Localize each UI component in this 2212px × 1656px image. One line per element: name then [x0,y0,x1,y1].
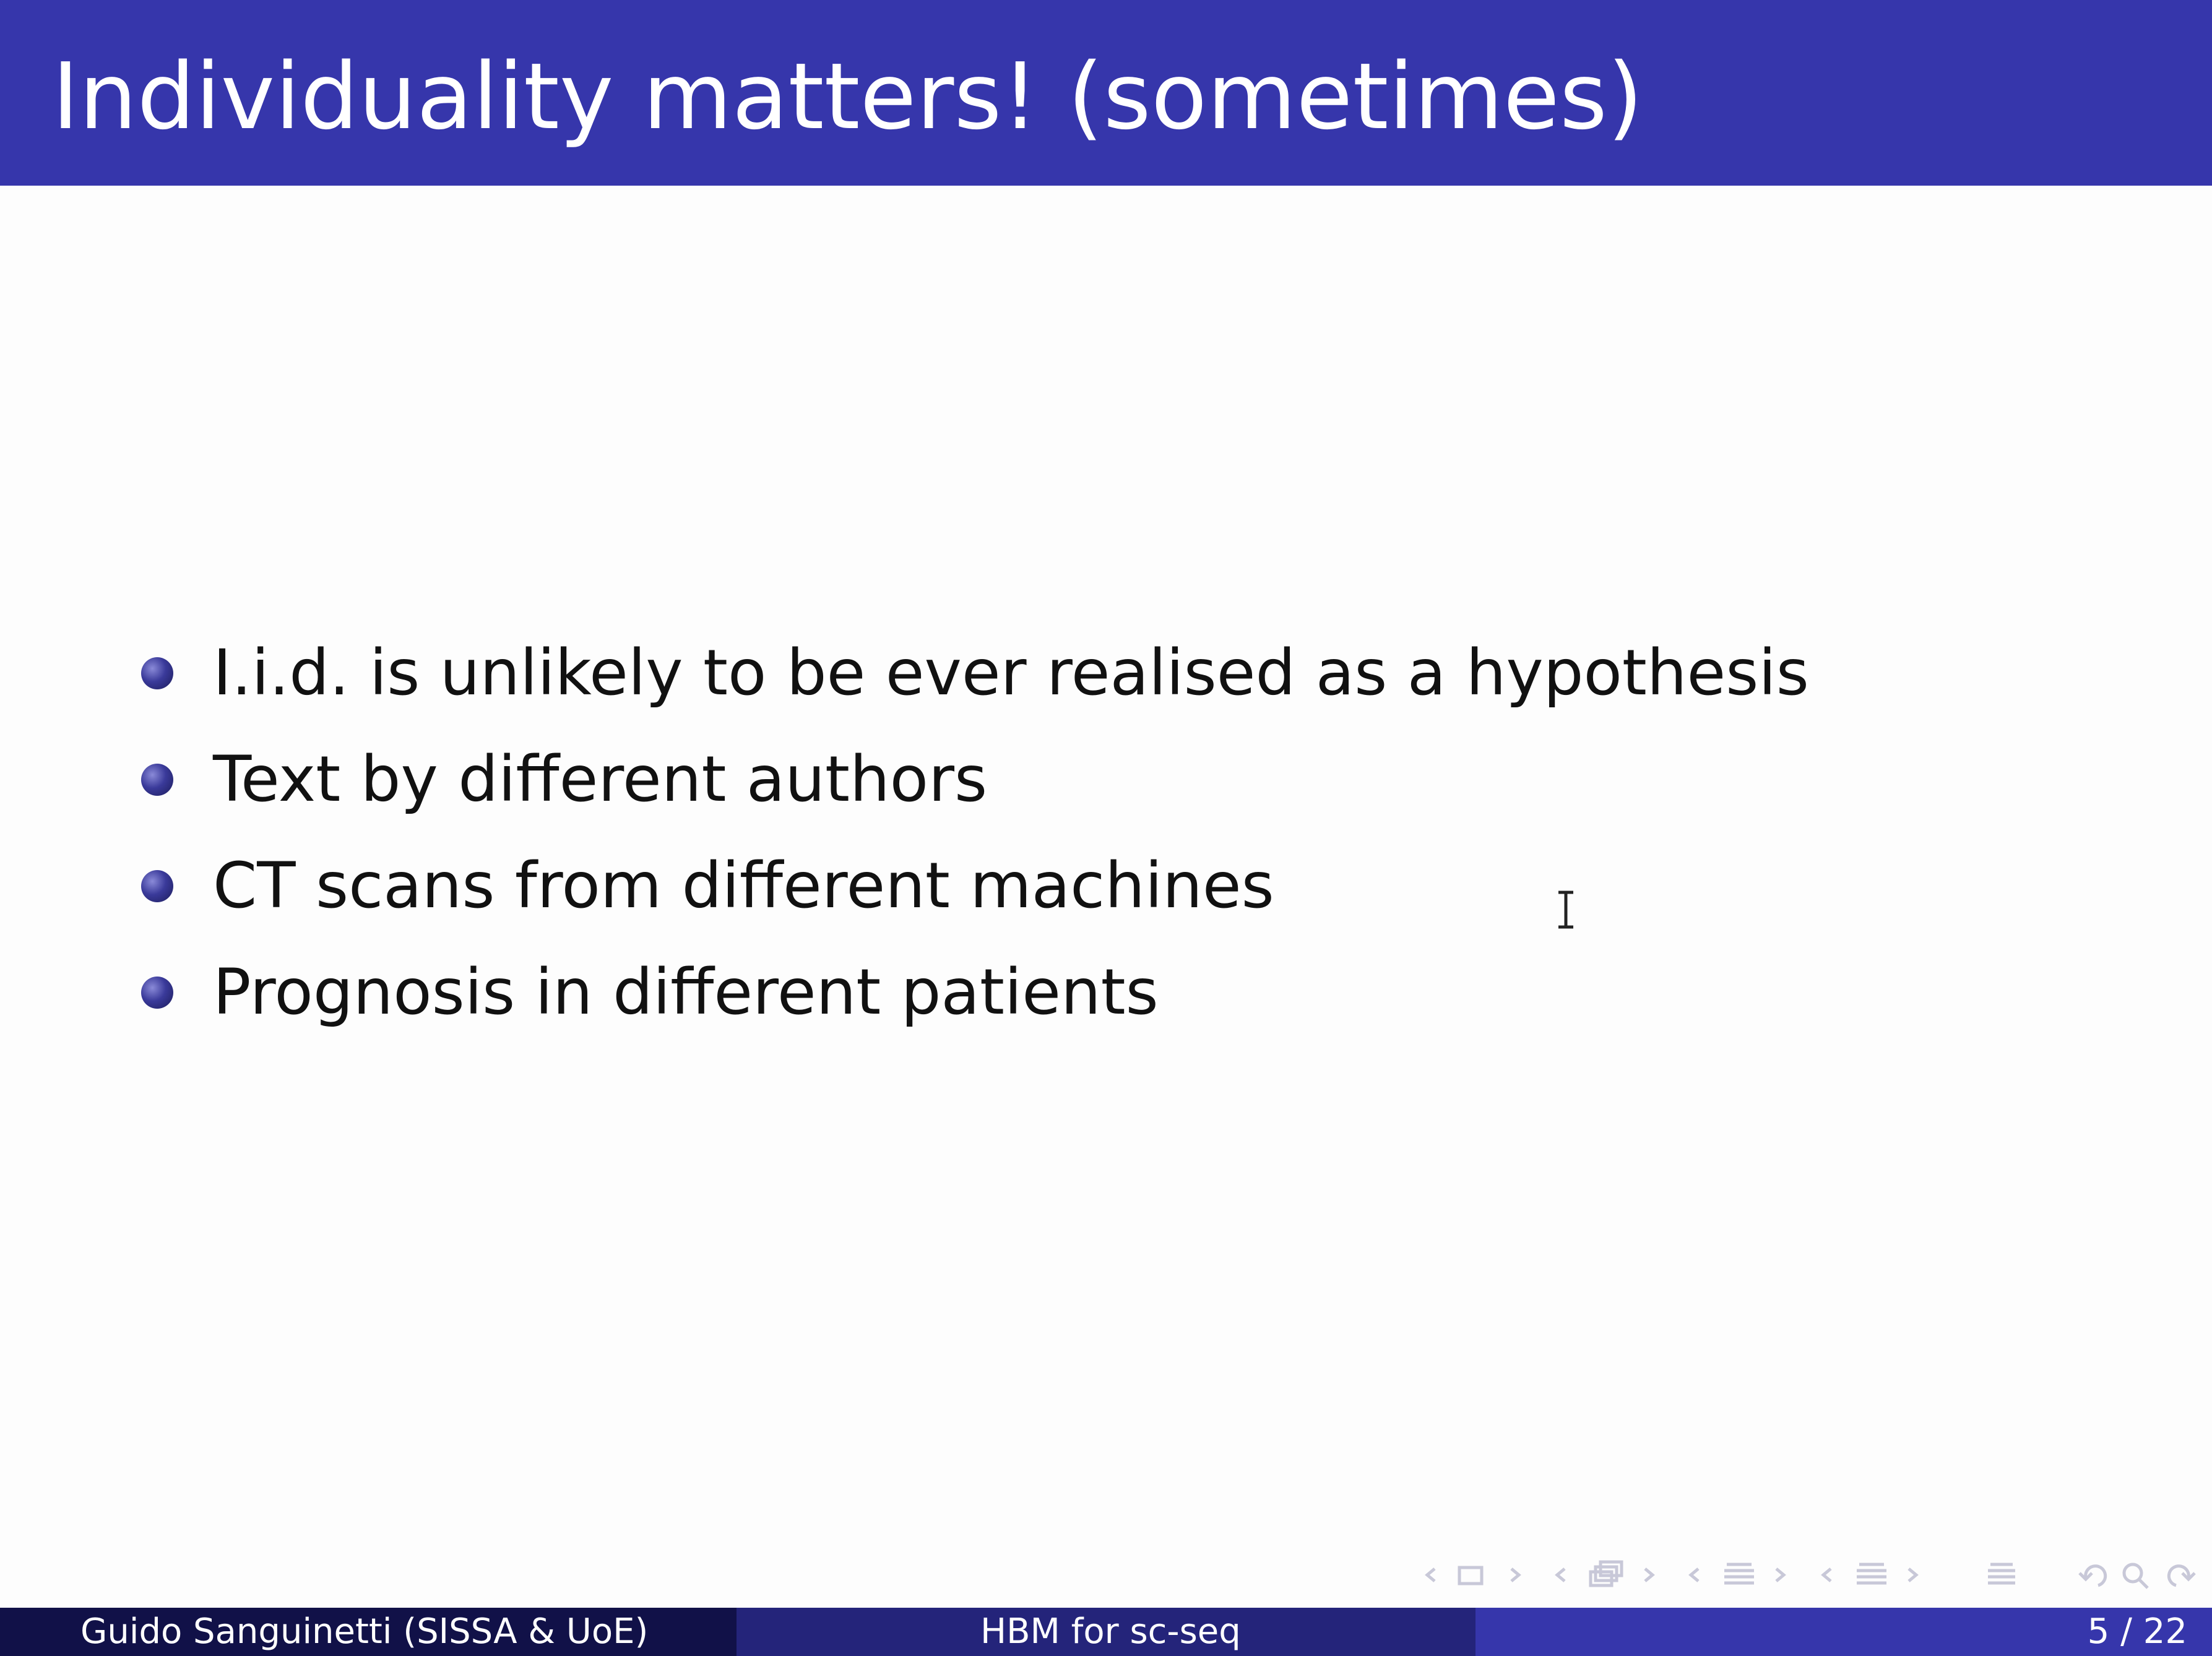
toc-icon[interactable] [1988,1563,2015,1585]
doc-icon[interactable] [1857,1563,1886,1585]
doc-next-icon[interactable] [1907,1568,1919,1582]
bullet-text: Text by different authors [213,743,988,816]
forward-icon[interactable] [2167,1564,2196,1587]
frame-next-icon[interactable] [1510,1568,1521,1582]
footer-author: Guido Sanguinetti (SISSA & UoE) [80,1611,649,1652]
bullet-text: Prognosis in different patients [213,955,1159,1029]
list-item: CT scans from different machines [141,833,2122,939]
nav-icons [1425,1560,2196,1589]
bullet-list: I.i.d. is unlikely to be ever realised a… [141,620,2122,1046]
doc-prev-icon[interactable] [1821,1568,1832,1582]
list-item: Prognosis in different patients [141,939,2122,1046]
subsection-icon[interactable] [1589,1560,1623,1587]
title-bar: Individuality matters! (sometimes) [0,0,2212,186]
bullet-icon [141,977,173,1009]
back-icon[interactable] [2078,1564,2107,1587]
search-icon[interactable] [2122,1563,2149,1589]
frame-icon[interactable] [1458,1566,1484,1585]
bullet-text: I.i.d. is unlikely to be ever realised a… [213,636,1809,710]
list-item: I.i.d. is unlikely to be ever realised a… [141,620,2122,727]
section-icon[interactable] [1724,1563,1754,1585]
bullet-icon [141,870,173,902]
text-cursor-icon [1558,891,1573,929]
subsection-next-icon[interactable] [1644,1568,1655,1582]
section-next-icon[interactable] [1775,1568,1786,1582]
slide-title: Individuality matters! (sometimes) [52,43,1643,150]
section-prev-icon[interactable] [1688,1568,1700,1582]
footer-page-box: 5 / 22 [1475,1608,2212,1656]
bullet-icon [141,764,173,796]
page-number: 5 / 22 [2087,1611,2187,1652]
list-item: Text by different authors [141,727,2122,833]
bullet-text: CT scans from different machines [213,849,1274,923]
footer-author-box: Guido Sanguinetti (SISSA & UoE) [0,1608,737,1656]
beamer-navigation [1424,1553,2197,1597]
subsection-prev-icon[interactable] [1555,1568,1566,1582]
bullet-icon [141,657,173,689]
footer-short-title: HBM for sc-seq [980,1611,1241,1652]
footer-title-box: HBM for sc-seq [737,1608,1475,1656]
footer: Guido Sanguinetti (SISSA & UoE) HBM for … [0,1608,2212,1656]
frame-prev-icon[interactable] [1425,1568,1436,1582]
